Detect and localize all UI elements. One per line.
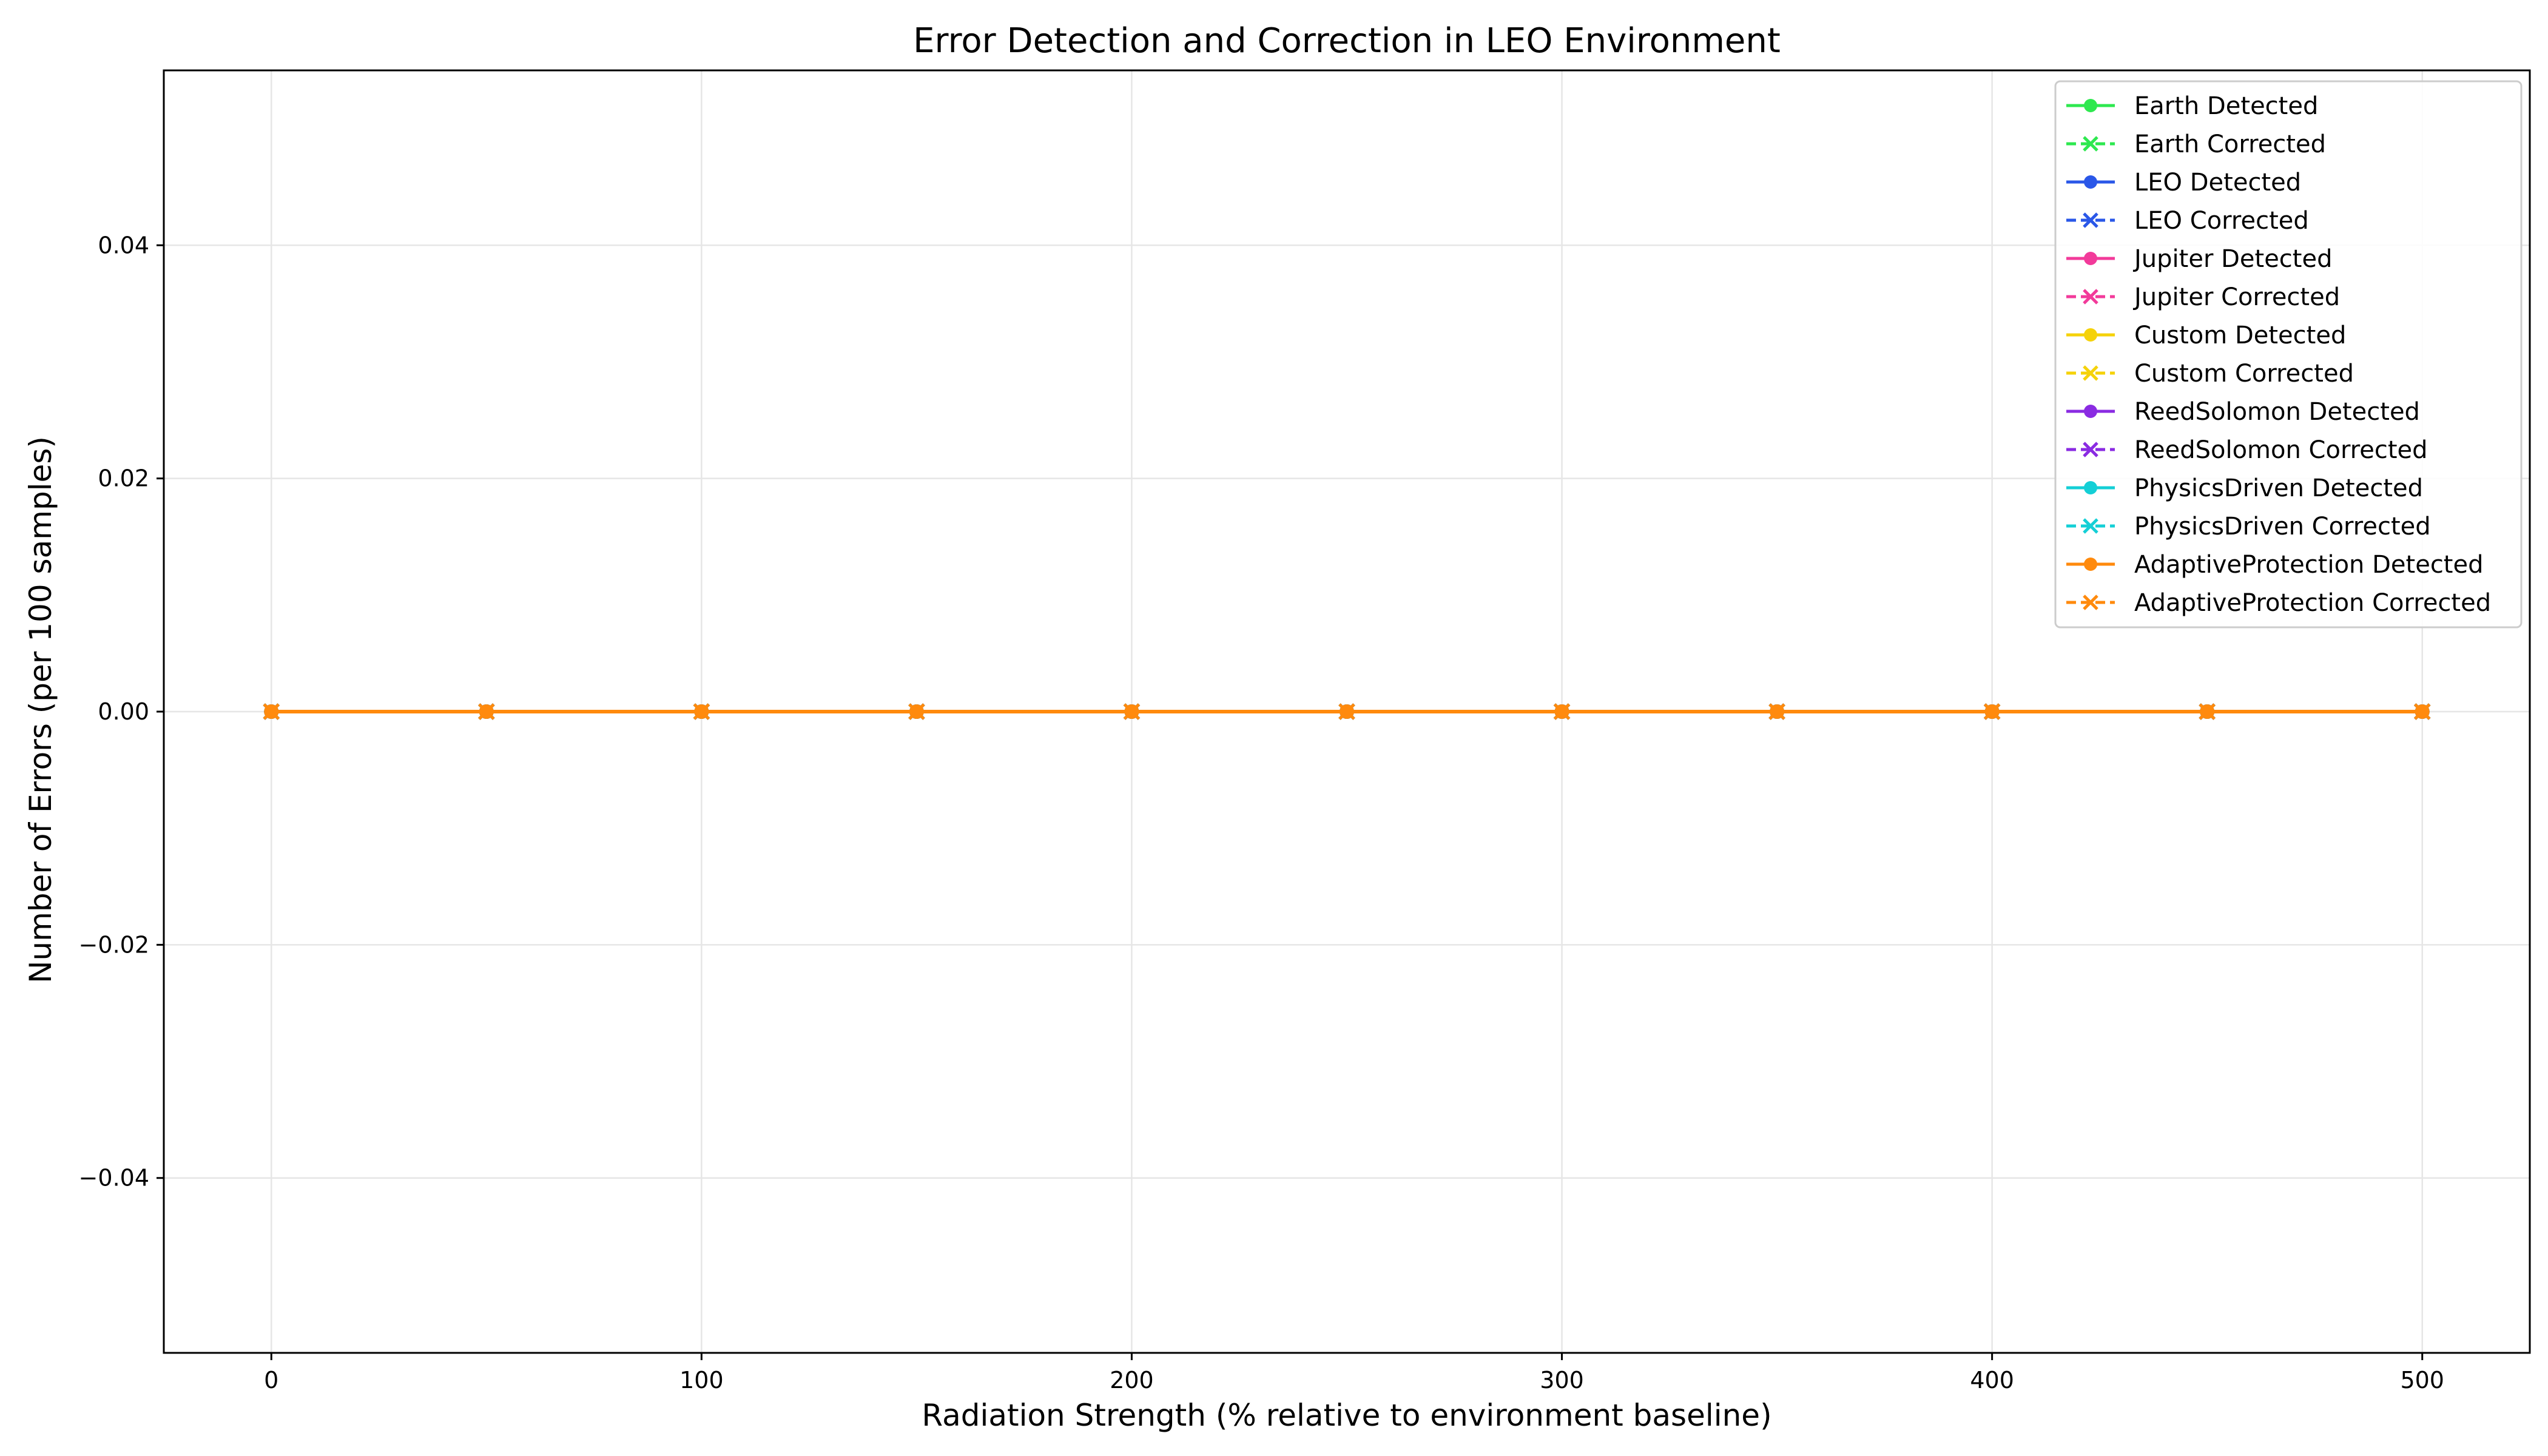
legend-label: LEO Corrected: [2134, 207, 2309, 235]
legend-label: Custom Detected: [2134, 322, 2346, 349]
legend-item: Custom Detected: [2066, 322, 2346, 349]
legend-item: LEO Detected: [2066, 169, 2301, 197]
legend-item: Custom Corrected: [2066, 360, 2354, 388]
legend-label: Jupiter Detected: [2132, 245, 2332, 273]
legend-marker: [2083, 518, 2098, 534]
legend-item: ReedSolomon Corrected: [2066, 436, 2428, 464]
legend-marker: [2084, 252, 2097, 265]
legend-label: Jupiter Corrected: [2132, 283, 2340, 311]
legend-label: LEO Detected: [2134, 169, 2301, 197]
legend-label: Custom Corrected: [2134, 360, 2354, 388]
legend-marker: [2083, 136, 2098, 152]
legend-label: AdaptiveProtection Detected: [2134, 551, 2484, 579]
legend-item: PhysicsDriven Corrected: [2066, 513, 2431, 541]
axis-ticks: 0 100 200 300 400 500 −0.04 −0.02 0.00 0.02 0.04: [79, 232, 2444, 1394]
data-point: [1338, 703, 1355, 720]
data-point: [908, 703, 925, 720]
legend-marker: [2084, 99, 2097, 112]
legend-item: Earth Detected: [2066, 92, 2318, 120]
x-tick-label: 0: [264, 1367, 278, 1394]
legend-label: PhysicsDriven Detected: [2134, 474, 2423, 502]
legend-item: Jupiter Corrected: [2066, 283, 2340, 311]
legend-label: PhysicsDriven Corrected: [2134, 513, 2431, 541]
data-point: [2413, 703, 2431, 720]
series-adaptiveprotection-corrected: [263, 703, 2431, 720]
legend-marker: [2084, 481, 2097, 494]
y-tick-label: −0.04: [79, 1165, 149, 1191]
y-tick-label: 0.04: [98, 232, 149, 258]
series-lines: [263, 703, 2431, 720]
legend-item: LEO Corrected: [2066, 207, 2309, 235]
legend: Earth Detected Earth Corrected LEO Detecte…: [2054, 80, 2523, 629]
legend-marker: [2084, 405, 2097, 418]
data-point: [1768, 703, 1785, 720]
x-tick-label: 400: [1970, 1367, 2014, 1394]
legend-label: AdaptiveProtection Corrected: [2134, 589, 2491, 617]
data-point: [478, 703, 495, 720]
legend-marker: [2083, 289, 2098, 305]
legend-label: Earth Detected: [2134, 92, 2318, 120]
data-point: [263, 703, 280, 720]
legend-marker: [2083, 365, 2098, 381]
y-tick-label: 0.02: [98, 465, 149, 492]
data-point: [1553, 703, 1571, 720]
legend-item: AdaptiveProtection Detected: [2066, 551, 2484, 579]
y-tick-label: 0.00: [98, 698, 149, 725]
legend-item: ReedSolomon Detected: [2066, 398, 2420, 426]
legend-item: AdaptiveProtection Corrected: [2066, 589, 2491, 617]
x-tick-label: 200: [1110, 1367, 1154, 1394]
legend-marker: [2084, 328, 2097, 342]
x-tick-label: 300: [1540, 1367, 1584, 1394]
chart-title: Error Detection and Correction in LEO En…: [913, 21, 1781, 61]
x-tick-label: 500: [2400, 1367, 2444, 1394]
legend-item: Earth Corrected: [2066, 130, 2326, 158]
legend-marker: [2084, 175, 2097, 189]
data-point: [693, 703, 710, 720]
legend-marker: [2083, 212, 2098, 228]
legend-label: ReedSolomon Corrected: [2134, 436, 2428, 464]
legend-label: ReedSolomon Detected: [2134, 398, 2420, 426]
legend-item: PhysicsDriven Detected: [2066, 474, 2423, 502]
legend-box: [2054, 80, 2523, 629]
legend-label: Earth Corrected: [2134, 130, 2326, 158]
data-point: [2199, 703, 2216, 720]
legend-item: Jupiter Detected: [2066, 245, 2332, 273]
x-tick-label: 100: [679, 1367, 724, 1394]
data-point: [1983, 703, 2001, 720]
x-axis-label: Radiation Strength (% relative to enviro…: [922, 1398, 1771, 1433]
legend-marker: [2083, 595, 2098, 610]
y-axis-label: Number of Errors (per 100 samples): [23, 436, 58, 983]
y-tick-label: −0.02: [79, 931, 149, 958]
legend-marker: [2083, 442, 2098, 457]
data-point: [1123, 703, 1141, 720]
legend-marker: [2084, 558, 2097, 571]
